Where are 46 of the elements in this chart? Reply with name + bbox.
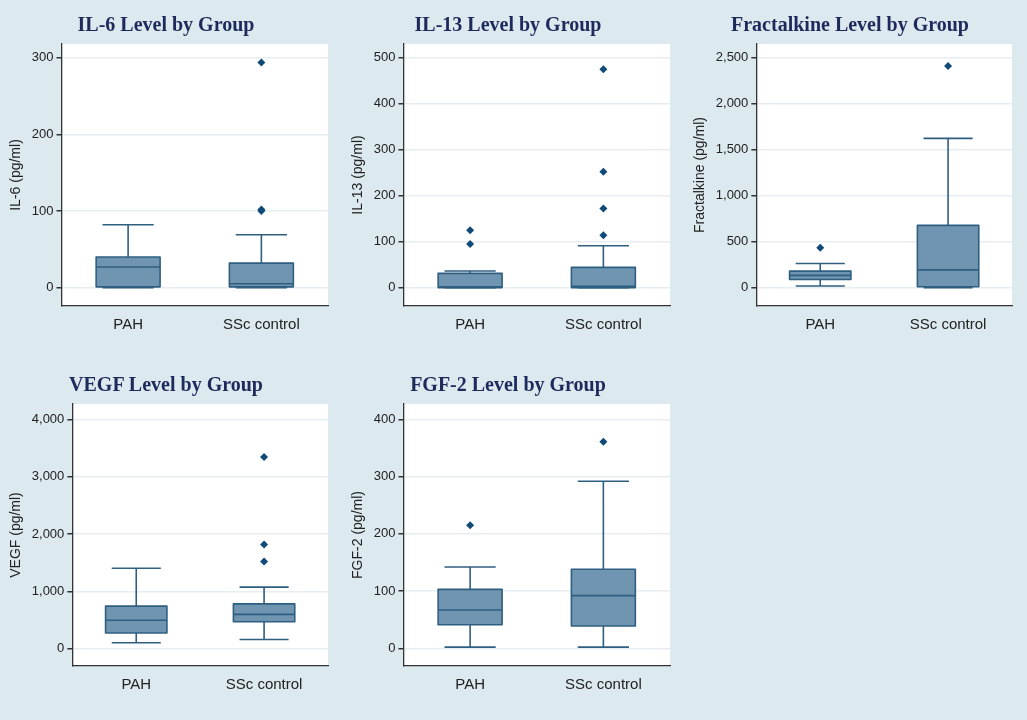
x-tick-label: SSc control (909, 315, 987, 333)
y-tick-label: 1,000 (31, 583, 65, 599)
y-tick-label: 100 (373, 233, 396, 249)
y-tick-label: 400 (373, 95, 396, 111)
y-tick-label: 0 (388, 639, 396, 655)
x-tick-label: SSc control (565, 315, 642, 333)
y-axis-title: VEGF (pg/ml) (7, 492, 24, 578)
x-tick-label: PAH (455, 675, 485, 693)
y-tick-label: 0 (57, 640, 65, 656)
y-axis-title: Fractalkine (pg/ml) (691, 117, 708, 233)
y-tick-label: 200 (373, 187, 396, 203)
x-tick-label: SSc control (565, 675, 642, 693)
chart-title: FGF-2 Level by Group (410, 373, 606, 397)
y-axis-title: IL-6 (pg/ml) (7, 139, 24, 211)
y-tick-label: 300 (373, 141, 396, 157)
chart-title: Fractalkine Level by Group (731, 13, 969, 37)
y-tick-label: 1,500 (715, 141, 749, 157)
y-tick-label: 2,500 (715, 49, 749, 65)
chart-title: IL-13 Level by Group (414, 13, 602, 37)
y-tick-label: 200 (31, 125, 54, 141)
y-tick-label: 200 (373, 525, 396, 541)
y-axis-title: FGF-2 (pg/ml) (349, 491, 366, 579)
y-tick-label: 300 (31, 49, 54, 65)
chart-title: IL-6 Level by Group (77, 13, 255, 37)
y-tick-label: 300 (373, 468, 396, 484)
y-tick-label: 0 (46, 279, 54, 295)
chart-title: VEGF Level by Group (69, 373, 263, 397)
x-tick-label: PAH (805, 315, 836, 333)
x-tick-label: PAH (455, 315, 485, 333)
x-tick-label: SSc control (225, 675, 303, 693)
x-tick-label: PAH (113, 315, 143, 333)
x-tick-label: PAH (121, 675, 152, 693)
y-tick-label: 100 (373, 582, 396, 598)
y-tick-label: 100 (31, 202, 54, 218)
y-tick-label: 500 (726, 233, 749, 249)
y-tick-label: 4,000 (31, 411, 65, 427)
x-tick-label: SSc control (223, 315, 300, 333)
y-axis-title: IL-13 (pg/ml) (349, 135, 366, 215)
y-tick-label: 0 (741, 279, 749, 295)
y-tick-label: 2,000 (715, 95, 749, 111)
y-tick-label: 3,000 (31, 468, 65, 484)
y-tick-label: 0 (388, 279, 396, 295)
y-tick-label: 1,000 (715, 187, 749, 203)
y-tick-label: 2,000 (31, 525, 65, 541)
y-tick-label: 400 (373, 411, 396, 427)
y-tick-label: 500 (373, 49, 396, 65)
